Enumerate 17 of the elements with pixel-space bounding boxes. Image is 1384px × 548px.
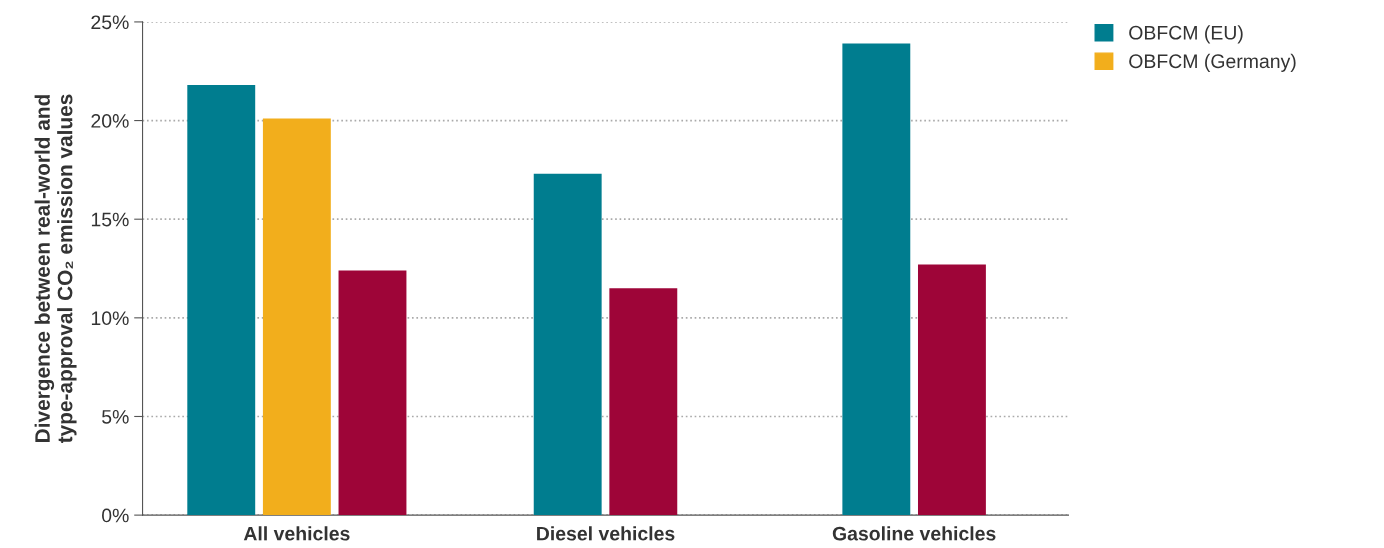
- x-tick-label: Diesel vehicles: [537, 526, 675, 541]
- legend-label: OBFCM (EU): [1129, 25, 1243, 44]
- y-axis-title: Divergence between real-world and type-approval CO₂ emission values: [34, 94, 77, 444]
- x-tick-label: All vehicles: [243, 526, 350, 541]
- legend-label: OBFCM (Germany): [1129, 53, 1296, 72]
- y-tick-label: 25%: [91, 15, 129, 30]
- y-tick-label: 0%: [102, 508, 129, 523]
- x-tick-label: Gasoline vehicles: [832, 526, 996, 541]
- bar: [609, 288, 678, 516]
- bar: [917, 264, 986, 516]
- y-tick-label: 10%: [91, 311, 129, 326]
- bar: [533, 173, 602, 516]
- bar: [262, 118, 331, 516]
- bar: [842, 43, 911, 516]
- y-tick-label: 15%: [91, 212, 129, 227]
- y-tick-label: 5%: [102, 410, 129, 424]
- y-tick-label: 20%: [91, 114, 129, 128]
